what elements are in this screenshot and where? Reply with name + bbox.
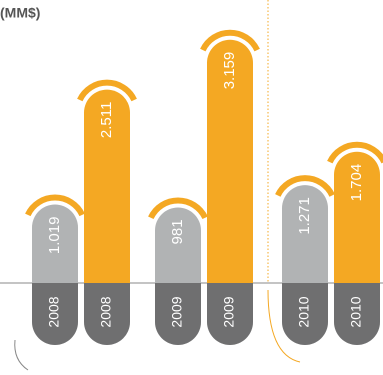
bar [84,89,130,283]
x-tick-label: 2010 [296,296,312,327]
x-tick-label: 2008 [46,296,62,327]
bar-base [84,283,130,345]
bar-cap [77,79,137,102]
bar [155,207,201,283]
bar-cap [327,141,383,164]
bar [207,39,253,283]
bracket [267,289,301,363]
bar-base [155,283,201,345]
bar [32,204,78,283]
bar-cap [200,29,260,52]
value-label: 981 [169,219,186,244]
x-tick-label: 2009 [169,296,185,327]
value-label: 2.511 [98,102,115,138]
bar-base [207,283,253,345]
bar-cap [148,197,208,220]
bar-cap [275,175,335,197]
bar-base [282,283,328,345]
bar [282,185,328,283]
value-label: 1.704 [348,164,365,202]
value-label: 1.019 [46,217,63,255]
x-tick-label: 2008 [98,296,114,327]
x-tick-label: 2009 [221,296,237,327]
bar-base [334,283,380,345]
bar-cap [25,194,85,217]
bar-base [32,283,78,345]
x-tick-label: 2010 [348,296,364,327]
bracket [14,339,29,371]
chart-title: (MM$) [0,5,40,21]
value-label: 3.159 [221,52,238,90]
bar [334,151,380,283]
value-label: 1.271 [296,197,313,235]
